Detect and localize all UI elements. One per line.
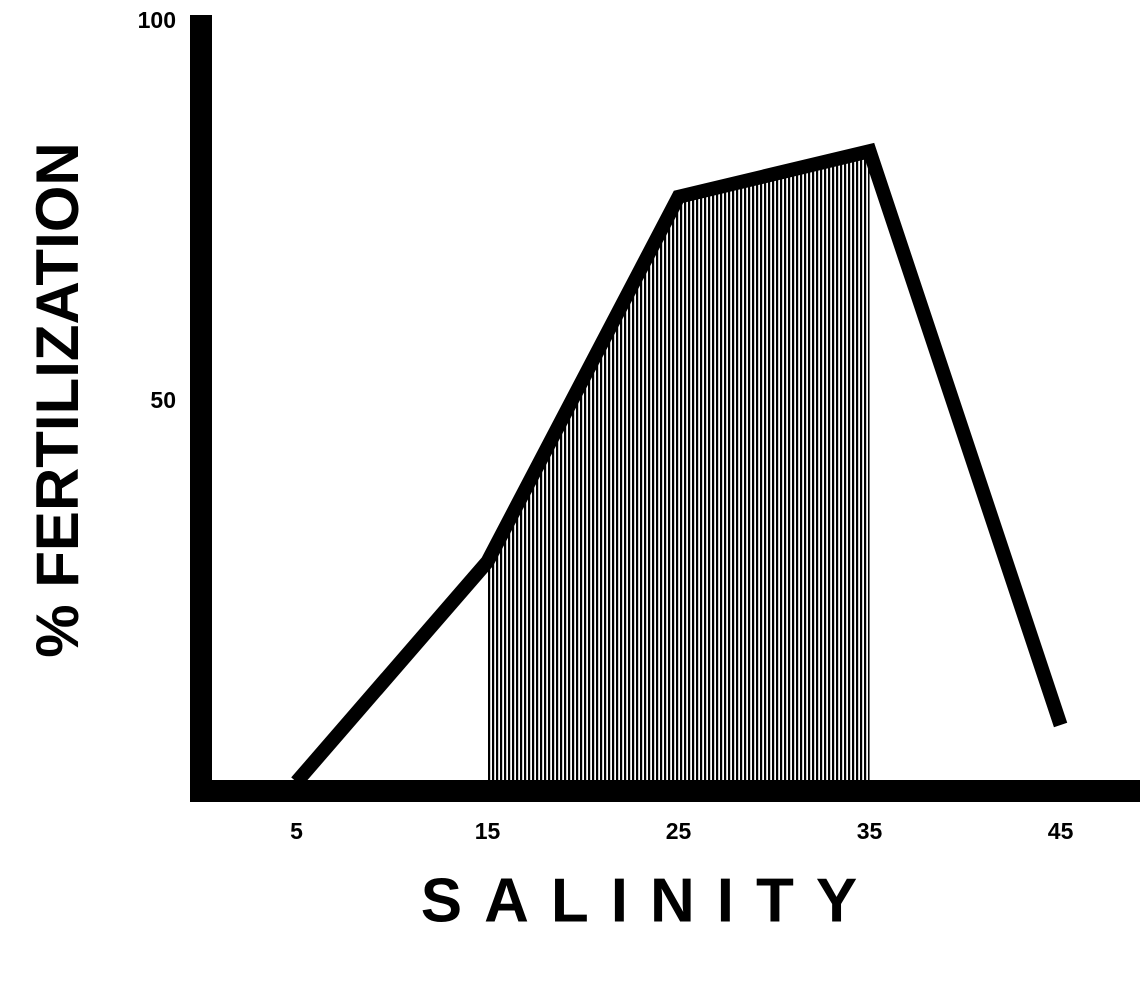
x-tick-label: 5 xyxy=(290,818,303,844)
x-tick-label: 45 xyxy=(1048,818,1074,844)
x-tick-label: 25 xyxy=(666,818,692,844)
y-tick-label: 50 xyxy=(150,387,176,413)
x-tick-label: 35 xyxy=(857,818,883,844)
y-axis-label: % FERTILIZATION xyxy=(24,142,91,658)
x-axis-label: SALINITY xyxy=(421,866,879,935)
y-tick-label: 100 xyxy=(138,7,176,33)
x-tick-label: 15 xyxy=(475,818,501,844)
data-line xyxy=(291,142,1068,787)
shaded-area xyxy=(487,151,870,782)
